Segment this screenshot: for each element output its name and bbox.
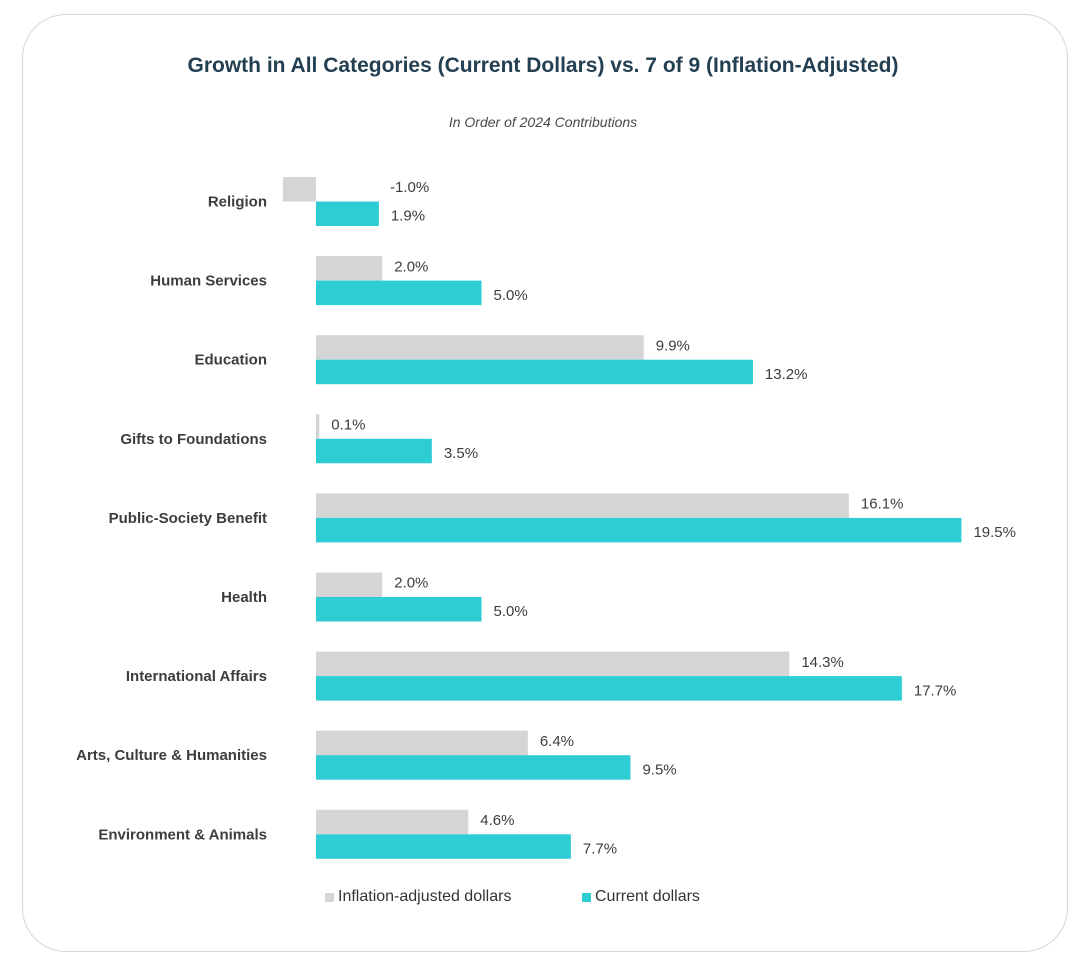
bar-current-dollars bbox=[316, 438, 432, 464]
legend-swatch-inflation-adjusted bbox=[325, 892, 334, 902]
legend-label-inflation-adjusted: Inflation-adjusted dollars bbox=[338, 888, 512, 905]
bar-current-dollars bbox=[316, 755, 631, 780]
category-label: Health bbox=[221, 589, 267, 606]
bar-inflation-adjusted bbox=[316, 414, 320, 439]
chart-subtitle: In Order of 2024 Contributions bbox=[448, 114, 638, 130]
legend-item-current-dollars: Current dollars bbox=[582, 888, 700, 906]
category-label: International Affairs bbox=[126, 668, 267, 685]
bar-inflation-adjusted bbox=[316, 651, 790, 677]
bar-inflation-adjusted bbox=[316, 335, 644, 360]
data-label-inflation-adjusted: 16.1% bbox=[861, 496, 904, 513]
bar-current-dollars bbox=[316, 359, 753, 385]
data-label-current-dollars: 17.7% bbox=[914, 682, 957, 699]
bar-current-dollars bbox=[316, 280, 482, 306]
bar-inflation-adjusted bbox=[316, 572, 383, 597]
data-label-current-dollars: 13.2% bbox=[765, 366, 808, 383]
bar-inflation-adjusted bbox=[316, 809, 469, 835]
data-label-inflation-adjusted: 2.0% bbox=[394, 258, 428, 275]
data-label-inflation-adjusted: 6.4% bbox=[540, 733, 574, 750]
category-label: Environment & Animals bbox=[98, 826, 267, 843]
data-label-current-dollars: 3.5% bbox=[444, 445, 478, 462]
bar-current-dollars bbox=[316, 597, 482, 622]
category-label: Religion bbox=[208, 193, 267, 210]
data-label-inflation-adjusted: 9.9% bbox=[656, 337, 690, 354]
data-label-current-dollars: 5.0% bbox=[494, 287, 528, 304]
legend-swatch-current-dollars bbox=[582, 892, 591, 902]
data-label-current-dollars: 5.0% bbox=[494, 603, 528, 620]
bar-current-dollars bbox=[316, 834, 571, 859]
category-label: Gifts to Foundations bbox=[120, 431, 267, 448]
chart-card bbox=[22, 14, 1068, 952]
category-label: Arts, Culture & Humanities bbox=[76, 747, 267, 764]
data-label-inflation-adjusted: 4.6% bbox=[480, 812, 514, 829]
data-label-current-dollars: 19.5% bbox=[973, 524, 1016, 541]
bar-current-dollars bbox=[316, 676, 902, 701]
data-label-current-dollars: 9.5% bbox=[642, 761, 676, 778]
data-label-inflation-adjusted: 2.0% bbox=[394, 575, 428, 592]
data-label-current-dollars: 1.9% bbox=[391, 208, 425, 225]
legend-label-current-dollars: Current dollars bbox=[595, 888, 700, 905]
bar-current-dollars bbox=[316, 517, 962, 543]
bar-current-dollars bbox=[316, 201, 379, 226]
chart-title: Growth in All Categories (Current Dollar… bbox=[187, 54, 899, 77]
category-label: Education bbox=[194, 352, 267, 369]
category-label: Public-Society Benefit bbox=[109, 510, 267, 527]
bar-inflation-adjusted bbox=[316, 493, 849, 518]
data-label-inflation-adjusted: -1.0% bbox=[390, 179, 429, 196]
data-label-inflation-adjusted: 0.1% bbox=[331, 417, 365, 434]
legend-item-inflation-adjusted: Inflation-adjusted dollars bbox=[325, 888, 511, 906]
category-label: Human Services bbox=[150, 273, 267, 290]
bar-inflation-adjusted bbox=[316, 730, 528, 756]
data-label-current-dollars: 7.7% bbox=[583, 841, 617, 858]
bar-inflation-adjusted bbox=[282, 177, 316, 202]
bar-inflation-adjusted bbox=[316, 256, 383, 281]
data-label-inflation-adjusted: 14.3% bbox=[801, 654, 844, 671]
